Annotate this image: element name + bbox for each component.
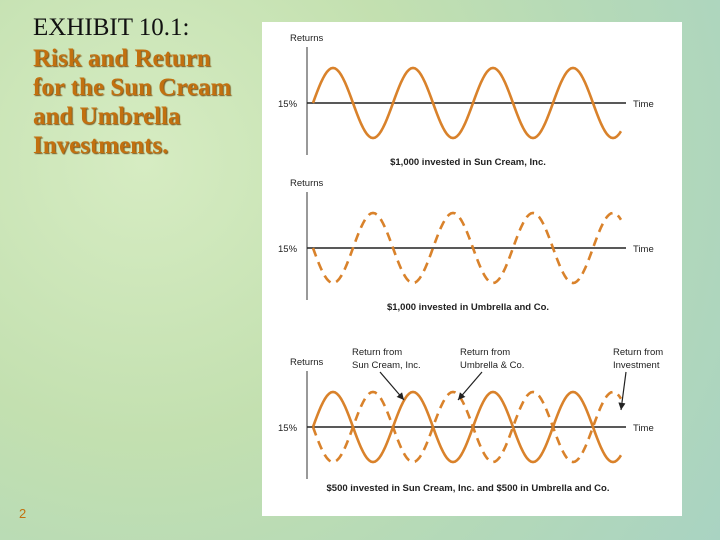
caption: $500 invested in Sun Cream, Inc. and $50… (327, 483, 610, 494)
annotation: Sun Cream, Inc. (352, 360, 421, 371)
y-axis-label: Returns (290, 357, 324, 368)
annotation: Umbrella & Co. (460, 360, 524, 371)
page-number: 2 (19, 506, 27, 521)
x-axis-label: Time (633, 99, 654, 110)
annotation: Return from (460, 347, 510, 358)
x-axis-label: Time (633, 423, 654, 434)
title-line: Risk and Return (33, 45, 211, 72)
exhibit-label: EXHIBIT 10.1: (33, 14, 190, 41)
return-wave (311, 211, 623, 285)
y-axis-label: Returns (290, 178, 324, 189)
return-wave (311, 66, 623, 140)
return-wave (311, 390, 623, 464)
caption: $1,000 invested in Umbrella and Co. (387, 302, 549, 313)
y-axis-label: Returns (290, 33, 324, 44)
annotation: Investment (613, 360, 660, 371)
title-line: Investments. (33, 132, 169, 159)
level-label: 15% (278, 244, 298, 255)
annotation-arrow (618, 371, 627, 411)
slide-title: Risk and Return for the Sun Cream and Um… (33, 44, 231, 160)
annotation: Return from (613, 347, 663, 358)
title-line: for the Sun Cream (33, 74, 232, 101)
x-axis-label: Time (633, 244, 654, 255)
title-line: and Umbrella (33, 103, 181, 130)
caption: $1,000 invested in Sun Cream, Inc. (390, 157, 546, 168)
level-label: 15% (278, 423, 298, 434)
annotation: Return from (352, 347, 402, 358)
level-label: 15% (278, 99, 298, 110)
annotation-arrow (379, 371, 405, 401)
figure-panel (262, 22, 682, 516)
annotation-arrow (457, 371, 483, 401)
return-wave (311, 390, 623, 464)
